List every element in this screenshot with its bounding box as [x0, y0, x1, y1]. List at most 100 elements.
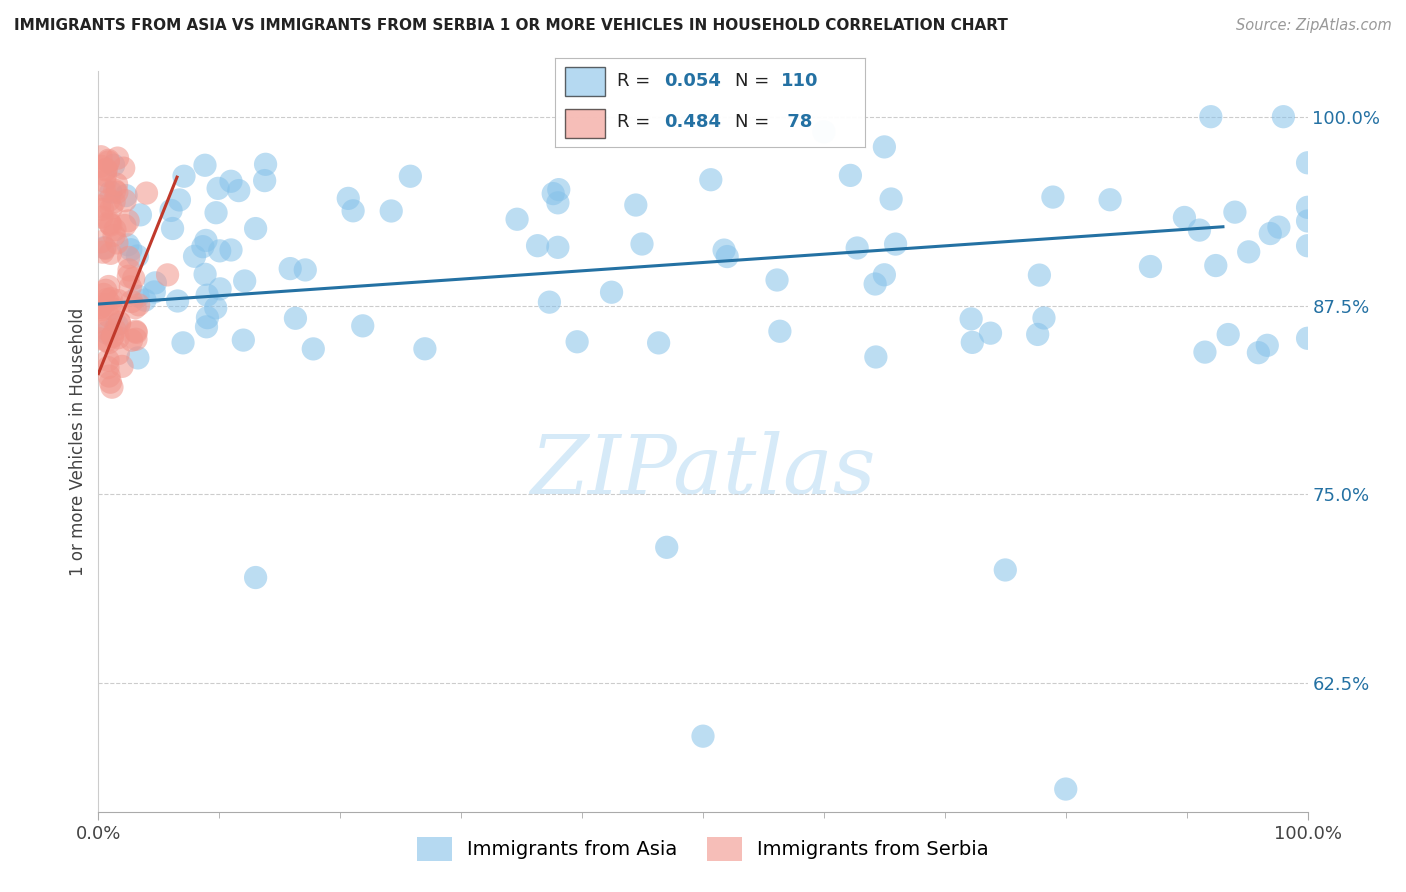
Point [1256, 338, 1278, 352]
Point [89, 332, 111, 346]
Point [1188, 223, 1211, 237]
Point [294, 263, 316, 277]
Point [91, 245, 114, 260]
Point [105, 186, 128, 200]
Point [655, 541, 678, 555]
Point [105, 177, 128, 191]
Text: 110: 110 [782, 71, 818, 90]
Point [90, 159, 112, 173]
Point [117, 251, 139, 265]
Text: 78: 78 [782, 113, 813, 131]
Point [1205, 259, 1227, 273]
Point [134, 293, 156, 307]
Text: R =: R = [617, 113, 657, 131]
Point [97, 353, 120, 368]
Point [1028, 268, 1050, 282]
Point [204, 301, 226, 315]
Point [194, 268, 217, 282]
Point [114, 219, 136, 233]
Point [96, 322, 118, 336]
Point [160, 203, 183, 218]
Point [846, 241, 869, 255]
Point [90, 150, 112, 164]
Point [1026, 327, 1049, 342]
Point [173, 169, 195, 184]
Point [120, 243, 142, 257]
Point [647, 335, 669, 350]
Point [107, 346, 129, 360]
Point [103, 158, 125, 172]
Point [96, 326, 118, 340]
Point [100, 297, 122, 311]
Point [194, 158, 217, 172]
Point [195, 288, 218, 302]
Point [205, 205, 228, 219]
Point [98, 335, 121, 350]
Point [700, 172, 723, 186]
Point [100, 185, 122, 199]
Point [692, 729, 714, 743]
Point [94, 174, 117, 188]
Point [183, 249, 205, 263]
Point [118, 263, 141, 277]
Point [121, 294, 143, 309]
Point [228, 184, 250, 198]
Point [413, 342, 436, 356]
Point [117, 237, 139, 252]
Text: IMMIGRANTS FROM ASIA VS IMMIGRANTS FROM SERBIA 1 OR MORE VEHICLES IN HOUSEHOLD C: IMMIGRANTS FROM ASIA VS IMMIGRANTS FROM … [14, 18, 1008, 33]
Point [162, 221, 184, 235]
Point [547, 195, 569, 210]
FancyBboxPatch shape [565, 109, 605, 138]
Point [1099, 193, 1122, 207]
Text: ZIPatlas: ZIPatlas [530, 431, 876, 511]
Point [127, 289, 149, 303]
Point [813, 125, 835, 139]
Point [98, 217, 121, 231]
Point [1194, 345, 1216, 359]
Point [94, 283, 117, 297]
Point [89, 199, 111, 213]
Point [631, 237, 654, 252]
Point [194, 234, 217, 248]
Point [863, 277, 886, 291]
Point [94, 163, 117, 178]
Point [352, 318, 374, 333]
Point [125, 324, 148, 338]
Point [302, 342, 325, 356]
Point [108, 315, 131, 329]
Point [125, 326, 148, 340]
Point [89, 314, 111, 328]
Text: R =: R = [617, 71, 657, 90]
Point [125, 332, 148, 346]
Point [245, 570, 267, 584]
Point [156, 268, 179, 282]
Point [1042, 190, 1064, 204]
Point [600, 285, 623, 300]
Text: 0.054: 0.054 [664, 71, 720, 90]
Point [526, 238, 548, 252]
Point [96, 293, 118, 307]
Point [93, 287, 115, 301]
Point [191, 240, 214, 254]
Point [166, 293, 188, 308]
Point [1296, 200, 1319, 214]
Point [135, 186, 157, 200]
Point [284, 311, 307, 326]
Point [100, 376, 122, 390]
Point [107, 293, 129, 308]
Point [380, 204, 402, 219]
Point [399, 169, 422, 184]
Point [91, 302, 114, 317]
Point [1033, 310, 1056, 325]
Point [91, 210, 114, 224]
Point [97, 279, 120, 293]
Point [565, 334, 588, 349]
Point [169, 193, 191, 207]
Text: Source: ZipAtlas.com: Source: ZipAtlas.com [1236, 18, 1392, 33]
Point [104, 183, 127, 197]
Point [93, 241, 115, 255]
Point [245, 221, 267, 235]
Point [107, 151, 129, 165]
Point [541, 186, 564, 201]
Text: 0.484: 0.484 [664, 113, 721, 131]
